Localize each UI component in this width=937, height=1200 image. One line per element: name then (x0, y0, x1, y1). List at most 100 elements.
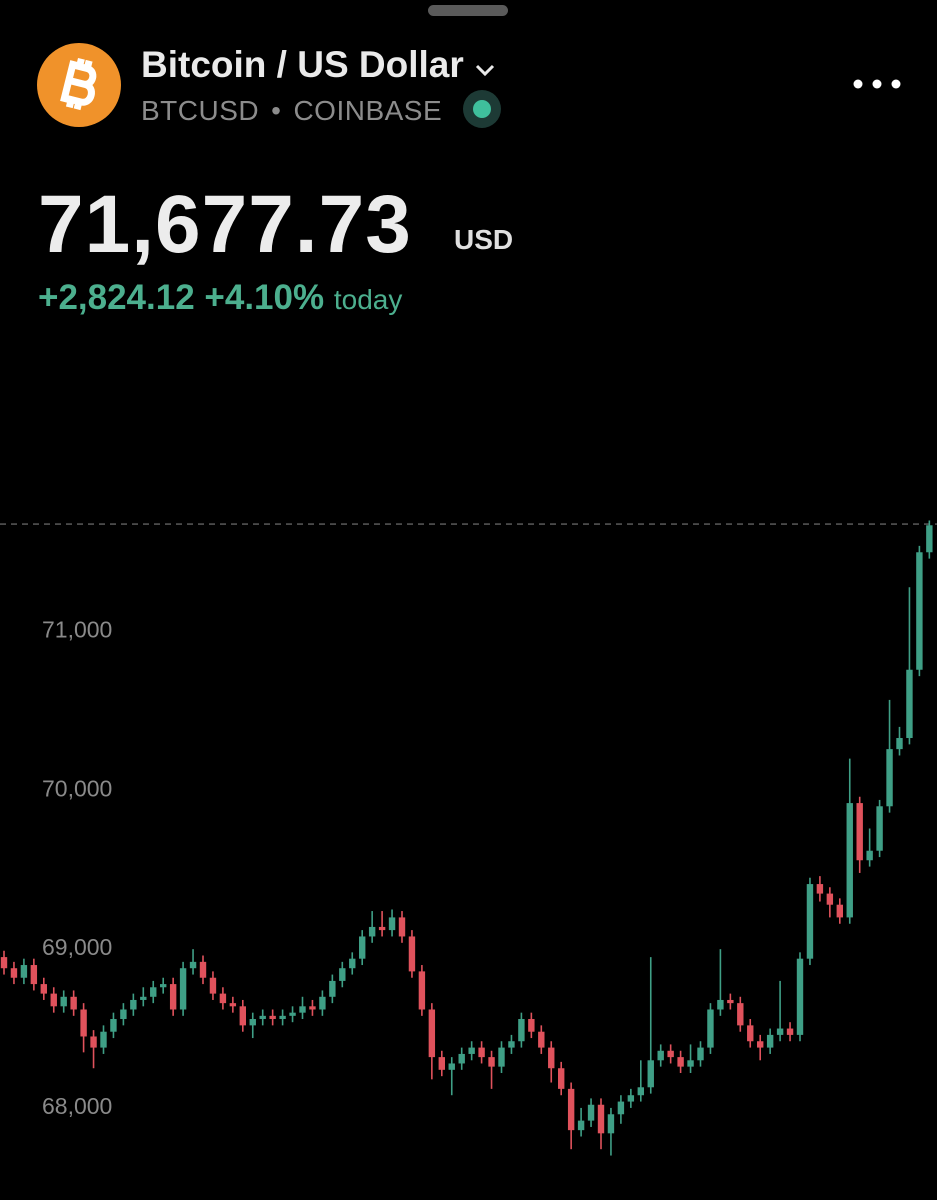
candle-body (189, 961, 197, 969)
candle-body (498, 1047, 505, 1067)
candle-body (577, 1120, 585, 1131)
candle-body (309, 1006, 316, 1010)
candle-body (90, 1036, 97, 1048)
candle-body (916, 552, 923, 670)
candle-body (209, 977, 217, 994)
candle-body (896, 738, 903, 750)
candle-body (0, 957, 8, 969)
candle-body (866, 850, 873, 861)
candle-body (130, 999, 137, 1010)
candle-body (408, 936, 416, 972)
candle-body (707, 1009, 714, 1048)
candle-body (488, 1057, 495, 1067)
candle-body (926, 525, 933, 553)
candle-body (458, 1053, 465, 1064)
candle-body (617, 1101, 625, 1115)
candle-body (80, 1009, 87, 1037)
candle-body (607, 1114, 615, 1134)
candle-body (796, 958, 804, 1035)
symbol: BTCUSD (141, 95, 260, 126)
candle-body (100, 1031, 107, 1048)
bitcoin-icon (60, 57, 97, 111)
candle-body (727, 999, 734, 1004)
candle-body (229, 1003, 237, 1007)
candle-body (766, 1034, 774, 1048)
candle-body (398, 917, 406, 937)
candle-body (826, 893, 834, 905)
candle-body (179, 968, 187, 1010)
candle-body (378, 926, 386, 931)
change-percent: +4.10% (204, 278, 325, 317)
candle-body (538, 1031, 545, 1048)
candle-body (508, 1041, 515, 1048)
candle-body (478, 1047, 485, 1058)
y-tick-label: 69,000 (42, 934, 112, 960)
live-indicator (463, 89, 502, 128)
candle-body (757, 1041, 764, 1048)
candle-body (747, 1025, 754, 1042)
candle-body (120, 1009, 127, 1020)
y-tick-label: 68,000 (42, 1093, 112, 1119)
candle-body (806, 884, 814, 959)
candle-body (319, 996, 326, 1010)
candle-body (418, 971, 426, 1010)
symbol-title[interactable]: Bitcoin / US Dollar (141, 44, 496, 86)
candle-body (160, 984, 167, 988)
candle-body (60, 996, 67, 1007)
candle-body (219, 993, 227, 1004)
currency: USD (454, 224, 514, 255)
candle-body (150, 987, 157, 997)
candle-body (677, 1057, 684, 1067)
candle-body (169, 984, 177, 1010)
candle-body (50, 993, 57, 1007)
chevron (475, 64, 495, 77)
drag-handle[interactable] (428, 5, 508, 16)
candle-body (558, 1068, 565, 1089)
candle-body (637, 1087, 644, 1096)
candle-body (587, 1104, 595, 1121)
candle-body (776, 1028, 784, 1035)
candle-body (856, 803, 863, 861)
period: today (333, 284, 403, 315)
candle-body (289, 1012, 296, 1016)
candle-body (886, 749, 893, 807)
candle-body (737, 1003, 744, 1026)
candle-body (667, 1050, 674, 1058)
more-button[interactable] (852, 76, 902, 92)
candle-body (548, 1047, 555, 1069)
candle-body (567, 1088, 575, 1131)
candle-body (140, 996, 147, 1000)
candle-body (657, 1050, 664, 1061)
candle-body (687, 1060, 694, 1067)
candle-body (249, 1019, 256, 1026)
change: +2,824.12 (38, 278, 195, 317)
candle-body (697, 1047, 704, 1061)
candle-body (448, 1063, 455, 1070)
y-tick-label: 71,000 (42, 617, 112, 643)
candle-body (438, 1057, 445, 1070)
change-row: +2,824.12 +4.10% today (38, 278, 402, 318)
y-tick-label: 70,000 (42, 775, 112, 801)
candle-body (269, 1015, 276, 1020)
candle-body (110, 1019, 117, 1032)
candle-body (647, 1060, 654, 1088)
candle-body (329, 980, 336, 997)
exchange: COINBASE (293, 95, 443, 126)
candle-body (279, 1015, 286, 1020)
candle-body (816, 884, 824, 894)
candle-body (20, 965, 28, 978)
candle-body (468, 1047, 475, 1054)
candle-body (30, 965, 38, 985)
candle-body (876, 806, 883, 851)
candle-body (259, 1015, 266, 1020)
candle-body (836, 904, 843, 918)
title-text: Bitcoin / US Dollar (141, 44, 464, 85)
candle-body (528, 1019, 535, 1032)
candle-body (359, 936, 366, 959)
candle-body (339, 968, 346, 981)
candle-body (518, 1019, 525, 1042)
separator: • (271, 95, 282, 126)
candle-body (717, 999, 724, 1010)
candle-body (906, 669, 913, 739)
